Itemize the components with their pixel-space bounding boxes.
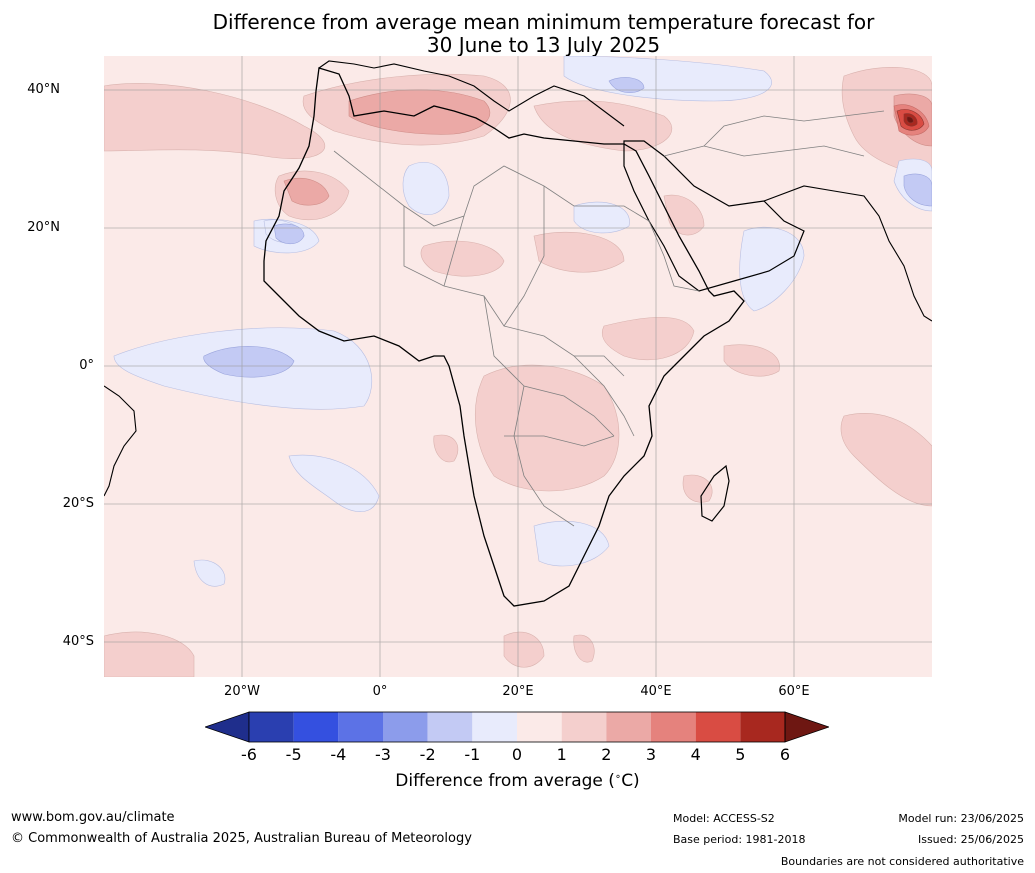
anomaly-neg2-neg1-regions bbox=[203, 77, 932, 378]
map-title-line1: Difference from average mean minimum tem… bbox=[212, 10, 875, 34]
colorbar-extend-max bbox=[784, 711, 829, 743]
colorbar-swatch bbox=[606, 712, 651, 742]
colorbar-tick-label: -6 bbox=[241, 745, 257, 764]
colorbar-tick-label: -1 bbox=[464, 745, 481, 764]
colorbar-tick-label: 0 bbox=[511, 745, 523, 764]
lon-label-40e: 40°E bbox=[640, 684, 672, 699]
lat-label-20n: 20°N bbox=[27, 220, 60, 235]
colorbar-tick-label: -4 bbox=[330, 745, 347, 764]
colorbar-swatch bbox=[293, 712, 339, 742]
africa-coastline bbox=[263, 67, 745, 607]
colorbar-label: Difference from average (∘C) bbox=[395, 771, 640, 791]
graticule bbox=[104, 56, 932, 677]
footer-url: www.bom.gov.au/climate bbox=[11, 810, 175, 825]
footer-copyright: © Commonwealth of Australia 2025, Austra… bbox=[11, 831, 472, 846]
colorbar-frame bbox=[248, 711, 786, 743]
colorbar bbox=[205, 711, 829, 743]
colorbar-swatch bbox=[338, 712, 383, 742]
arabia-coastline bbox=[623, 140, 805, 292]
europe-coastline bbox=[318, 60, 625, 127]
anomaly-map bbox=[104, 56, 932, 677]
country-borders bbox=[333, 110, 885, 527]
footer-model: Model: ACCESS-S2 bbox=[673, 812, 775, 825]
footer-model-run: Model run: 23/06/2025 bbox=[898, 812, 1024, 825]
colorbar-tick-label: 2 bbox=[601, 745, 612, 764]
colorbar-tick-label: 5 bbox=[735, 745, 746, 764]
colorbar-tick-label: -5 bbox=[285, 745, 302, 764]
colorbar-swatch bbox=[695, 712, 741, 742]
footer-base-period: Base period: 1981-2018 bbox=[673, 833, 806, 846]
colorbar-swatch bbox=[249, 712, 294, 742]
footer-disclaimer: Boundaries are not considered authoritat… bbox=[780, 855, 1024, 868]
lat-label-0: 0° bbox=[79, 358, 94, 373]
lon-label-20e: 20°E bbox=[502, 684, 534, 699]
lon-label-0: 0° bbox=[372, 684, 388, 699]
colorbar-swatch bbox=[472, 712, 517, 742]
lon-label-60e: 60°E bbox=[778, 684, 810, 699]
colorbar-swatch bbox=[651, 712, 696, 742]
colorbar-tick-label: 3 bbox=[645, 745, 657, 764]
colorbar-tick-label: 4 bbox=[690, 745, 701, 764]
colorbar-swatch bbox=[427, 712, 473, 742]
asia-coastline bbox=[763, 185, 932, 322]
colorbar-tick-label: 1 bbox=[556, 745, 567, 764]
colorbar-tick-label: -2 bbox=[419, 745, 436, 764]
south-america-coastline bbox=[104, 385, 137, 497]
colorbar-extend-min bbox=[205, 711, 250, 743]
colorbar-swatch bbox=[740, 712, 785, 742]
colorbar-swatch bbox=[383, 712, 428, 742]
anomaly-4-6-regions bbox=[896, 109, 925, 131]
colorbar-tick-label: -3 bbox=[375, 745, 391, 764]
colorbar-tick-label: 6 bbox=[779, 745, 791, 764]
lat-label-20s: 20°S bbox=[62, 496, 94, 511]
map-title-line2: 30 June to 13 July 2025 bbox=[426, 33, 661, 57]
lat-label-40n: 40°N bbox=[27, 82, 60, 97]
lat-label-40s: 40°S bbox=[62, 634, 94, 649]
lon-label-20w: 20°W bbox=[224, 684, 260, 699]
madagascar-coastline bbox=[700, 464, 730, 522]
footer-issued: Issued: 25/06/2025 bbox=[917, 833, 1024, 846]
colorbar-swatch bbox=[517, 712, 562, 742]
colorbar-swatch bbox=[561, 712, 607, 742]
